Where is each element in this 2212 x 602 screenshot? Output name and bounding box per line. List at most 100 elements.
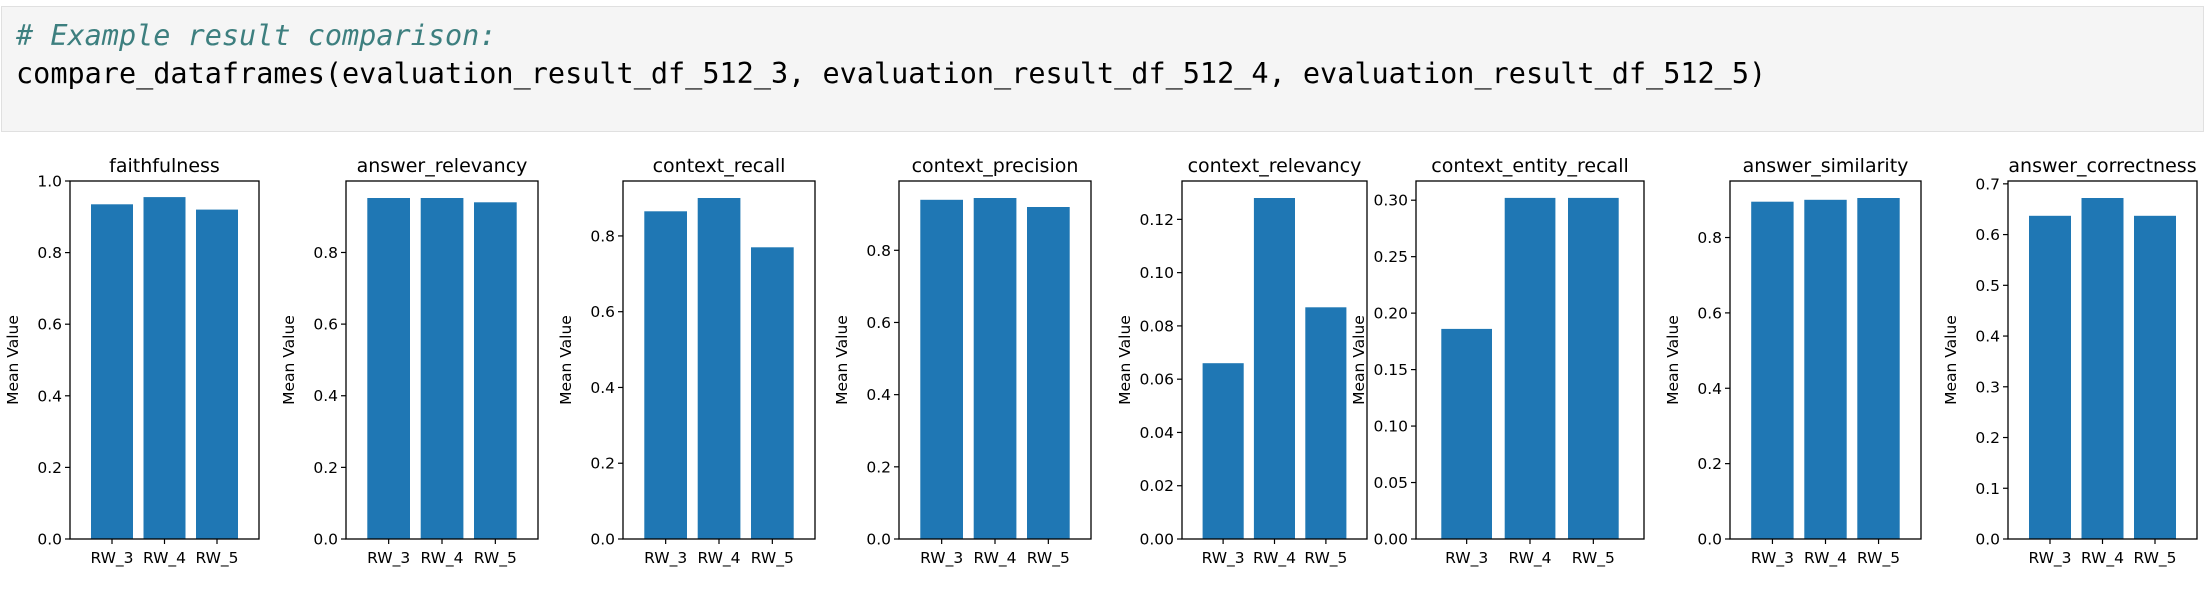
bar-RW_4 <box>973 198 1017 539</box>
bar-RW_5 <box>1305 307 1347 539</box>
bar-RW_5 <box>1857 198 1900 539</box>
x-tick-label: RW_5 <box>474 549 517 568</box>
x-tick-label: RW_5 <box>195 549 238 568</box>
bar-RW_3 <box>367 198 410 539</box>
bar-RW_3 <box>644 211 687 540</box>
y-tick-label: 0.30 <box>1373 192 1408 210</box>
chart-context-entity-recall: RW_3 RW_4 RW_5 0.00 0.05 0.10 0.15 0.20 0.25 0.30… <box>1350 155 1645 568</box>
y-tick-label: 0.2 <box>1975 429 2000 447</box>
bar-RW_4 <box>697 198 741 539</box>
y-tick-label: 0.6 <box>866 314 891 332</box>
y-tick-label: 0.4 <box>313 387 338 405</box>
y-axis-label: Mean Value <box>1664 315 1682 405</box>
code-cell[interactable]: # Example result comparison: compare_dat… <box>1 6 2204 132</box>
x-tick-label: RW_5 <box>1857 549 1900 568</box>
x-tick-label: RW_4 <box>1253 549 1296 568</box>
bar-charts-figure: RW_3 RW_4 RW_5 0.0 0.2 0.4 0.6 0.8 1.0 faithfulne… <box>4 155 2198 568</box>
chart-title: answer_relevancy <box>357 155 528 177</box>
y-tick-label: 0.6 <box>37 316 62 334</box>
y-tick-label: 0.1 <box>1975 480 2000 498</box>
y-tick-label: 0.05 <box>1373 474 1408 492</box>
chart-context-recall: RW_3 RW_4 RW_5 0.0 0.2 0.4 0.6 0.8 context_recal… <box>557 155 816 568</box>
y-tick-label: 0.20 <box>1373 305 1408 323</box>
y-tick-label: 0.4 <box>1975 328 2000 346</box>
y-axis-label: Mean Value <box>1350 315 1368 405</box>
y-tick-label: 0.4 <box>1697 380 1722 398</box>
chart-title: faithfulness <box>109 155 220 177</box>
x-tick-label: RW_3 <box>367 549 410 568</box>
bar-RW_4 <box>1504 197 1556 539</box>
x-tick-label: RW_4 <box>973 549 1016 568</box>
code-line: compare_dataframes(evaluation_result_df_… <box>16 57 1767 90</box>
y-tick-label: 0.2 <box>1697 455 1722 473</box>
y-tick-label: 0.4 <box>590 379 615 397</box>
bar-RW_5 <box>474 202 517 540</box>
y-tick-label: 0.8 <box>1697 229 1722 247</box>
y-tick-label: 0.25 <box>1373 248 1408 266</box>
x-tick-label: RW_3 <box>1202 549 1245 568</box>
y-axis-label: Mean Value <box>557 315 575 405</box>
x-tick-label: RW_5 <box>1572 549 1615 568</box>
bar-RW_3 <box>1441 328 1492 539</box>
x-tick-label: RW_5 <box>1304 549 1347 568</box>
bar-RW_4 <box>2081 198 2124 539</box>
bar-RW_5 <box>196 209 238 539</box>
x-tick-label: RW_4 <box>420 549 463 568</box>
x-tick-label: RW_3 <box>920 549 963 568</box>
bar-RW_5 <box>1568 197 1619 539</box>
y-tick-label: 0.6 <box>1697 304 1722 322</box>
y-tick-label: 0.0 <box>37 531 62 549</box>
bar-RW_4 <box>143 197 186 539</box>
x-tick-label: RW_4 <box>1804 549 1847 568</box>
y-tick-label: 0.0 <box>866 531 891 549</box>
y-tick-label: 0.3 <box>1975 378 2000 396</box>
chart-answer-similarity: RW_3 RW_4 RW_5 0.0 0.2 0.4 0.6 0.8 answer_simila… <box>1664 155 1922 568</box>
y-tick-label: 0.12 <box>1139 211 1174 229</box>
x-tick-label: RW_3 <box>1751 549 1794 568</box>
y-tick-label: 0.04 <box>1139 424 1174 442</box>
y-tick-label: 0.2 <box>37 459 62 477</box>
y-tick-label: 0.2 <box>590 455 615 473</box>
chart-title: answer_correctness <box>2008 155 2196 177</box>
y-tick-label: 0.15 <box>1373 361 1408 379</box>
y-tick-label: 0.2 <box>866 458 891 476</box>
y-tick-label: 0.00 <box>1373 531 1408 549</box>
bar-RW_4 <box>420 198 464 539</box>
y-tick-label: 0.8 <box>37 244 62 262</box>
chart-answer-correctness: RW_3 RW_4 RW_5 0.0 0.1 0.2 0.3 0.4 0.5 0.6 0.7 answ… <box>1942 155 2198 568</box>
y-axis-label: Mean Value <box>4 315 22 405</box>
y-tick-label: 0.8 <box>866 242 891 260</box>
y-tick-label: 0.7 <box>1975 175 2000 193</box>
y-tick-label: 0.10 <box>1139 264 1174 282</box>
y-tick-label: 0.08 <box>1139 317 1174 335</box>
chart-title: context_precision <box>912 155 1079 177</box>
chart-title: context_recall <box>653 155 786 177</box>
bar-RW_3 <box>1202 363 1244 539</box>
bar-RW_5 <box>751 247 794 540</box>
bar-RW_5 <box>1027 207 1070 539</box>
y-tick-label: 0.8 <box>313 244 338 262</box>
x-tick-label: RW_3 <box>90 549 133 568</box>
y-axis-label: Mean Value <box>1942 315 1960 405</box>
y-axis-label: Mean Value <box>1116 315 1134 405</box>
y-tick-label: 0.0 <box>313 531 338 549</box>
chart-title: context_entity_recall <box>1431 155 1629 177</box>
chart-context-precision: RW_3 RW_4 RW_5 0.0 0.2 0.4 0.6 0.8 context_preci… <box>833 155 1092 568</box>
code-comment: # Example result comparison: <box>16 19 497 52</box>
y-axis-label: Mean Value <box>833 315 851 405</box>
x-tick-label: RW_3 <box>2028 549 2071 568</box>
bar-RW_3 <box>2029 215 2071 540</box>
y-tick-label: 0.0 <box>1697 531 1722 549</box>
bar-RW_5 <box>2134 215 2176 540</box>
y-tick-label: 0.0 <box>590 531 615 549</box>
y-axis-label: Mean Value <box>280 315 298 405</box>
y-tick-label: 0.0 <box>1975 531 2000 549</box>
chart-answer-relevancy: RW_3 RW_4 RW_5 0.0 0.2 0.4 0.6 0.8 answer_releva… <box>280 155 539 568</box>
chart-title: answer_similarity <box>1743 155 1909 177</box>
x-tick-label: RW_4 <box>1508 549 1551 568</box>
x-tick-label: RW_5 <box>751 549 794 568</box>
x-tick-label: RW_4 <box>2081 549 2124 568</box>
chart-context-relevancy: RW_3 RW_4 RW_5 0.00 0.02 0.04 0.06 0.08 0.10 0.12… <box>1116 155 1368 568</box>
y-tick-label: 1.0 <box>37 173 62 191</box>
y-tick-label: 0.06 <box>1139 371 1174 389</box>
